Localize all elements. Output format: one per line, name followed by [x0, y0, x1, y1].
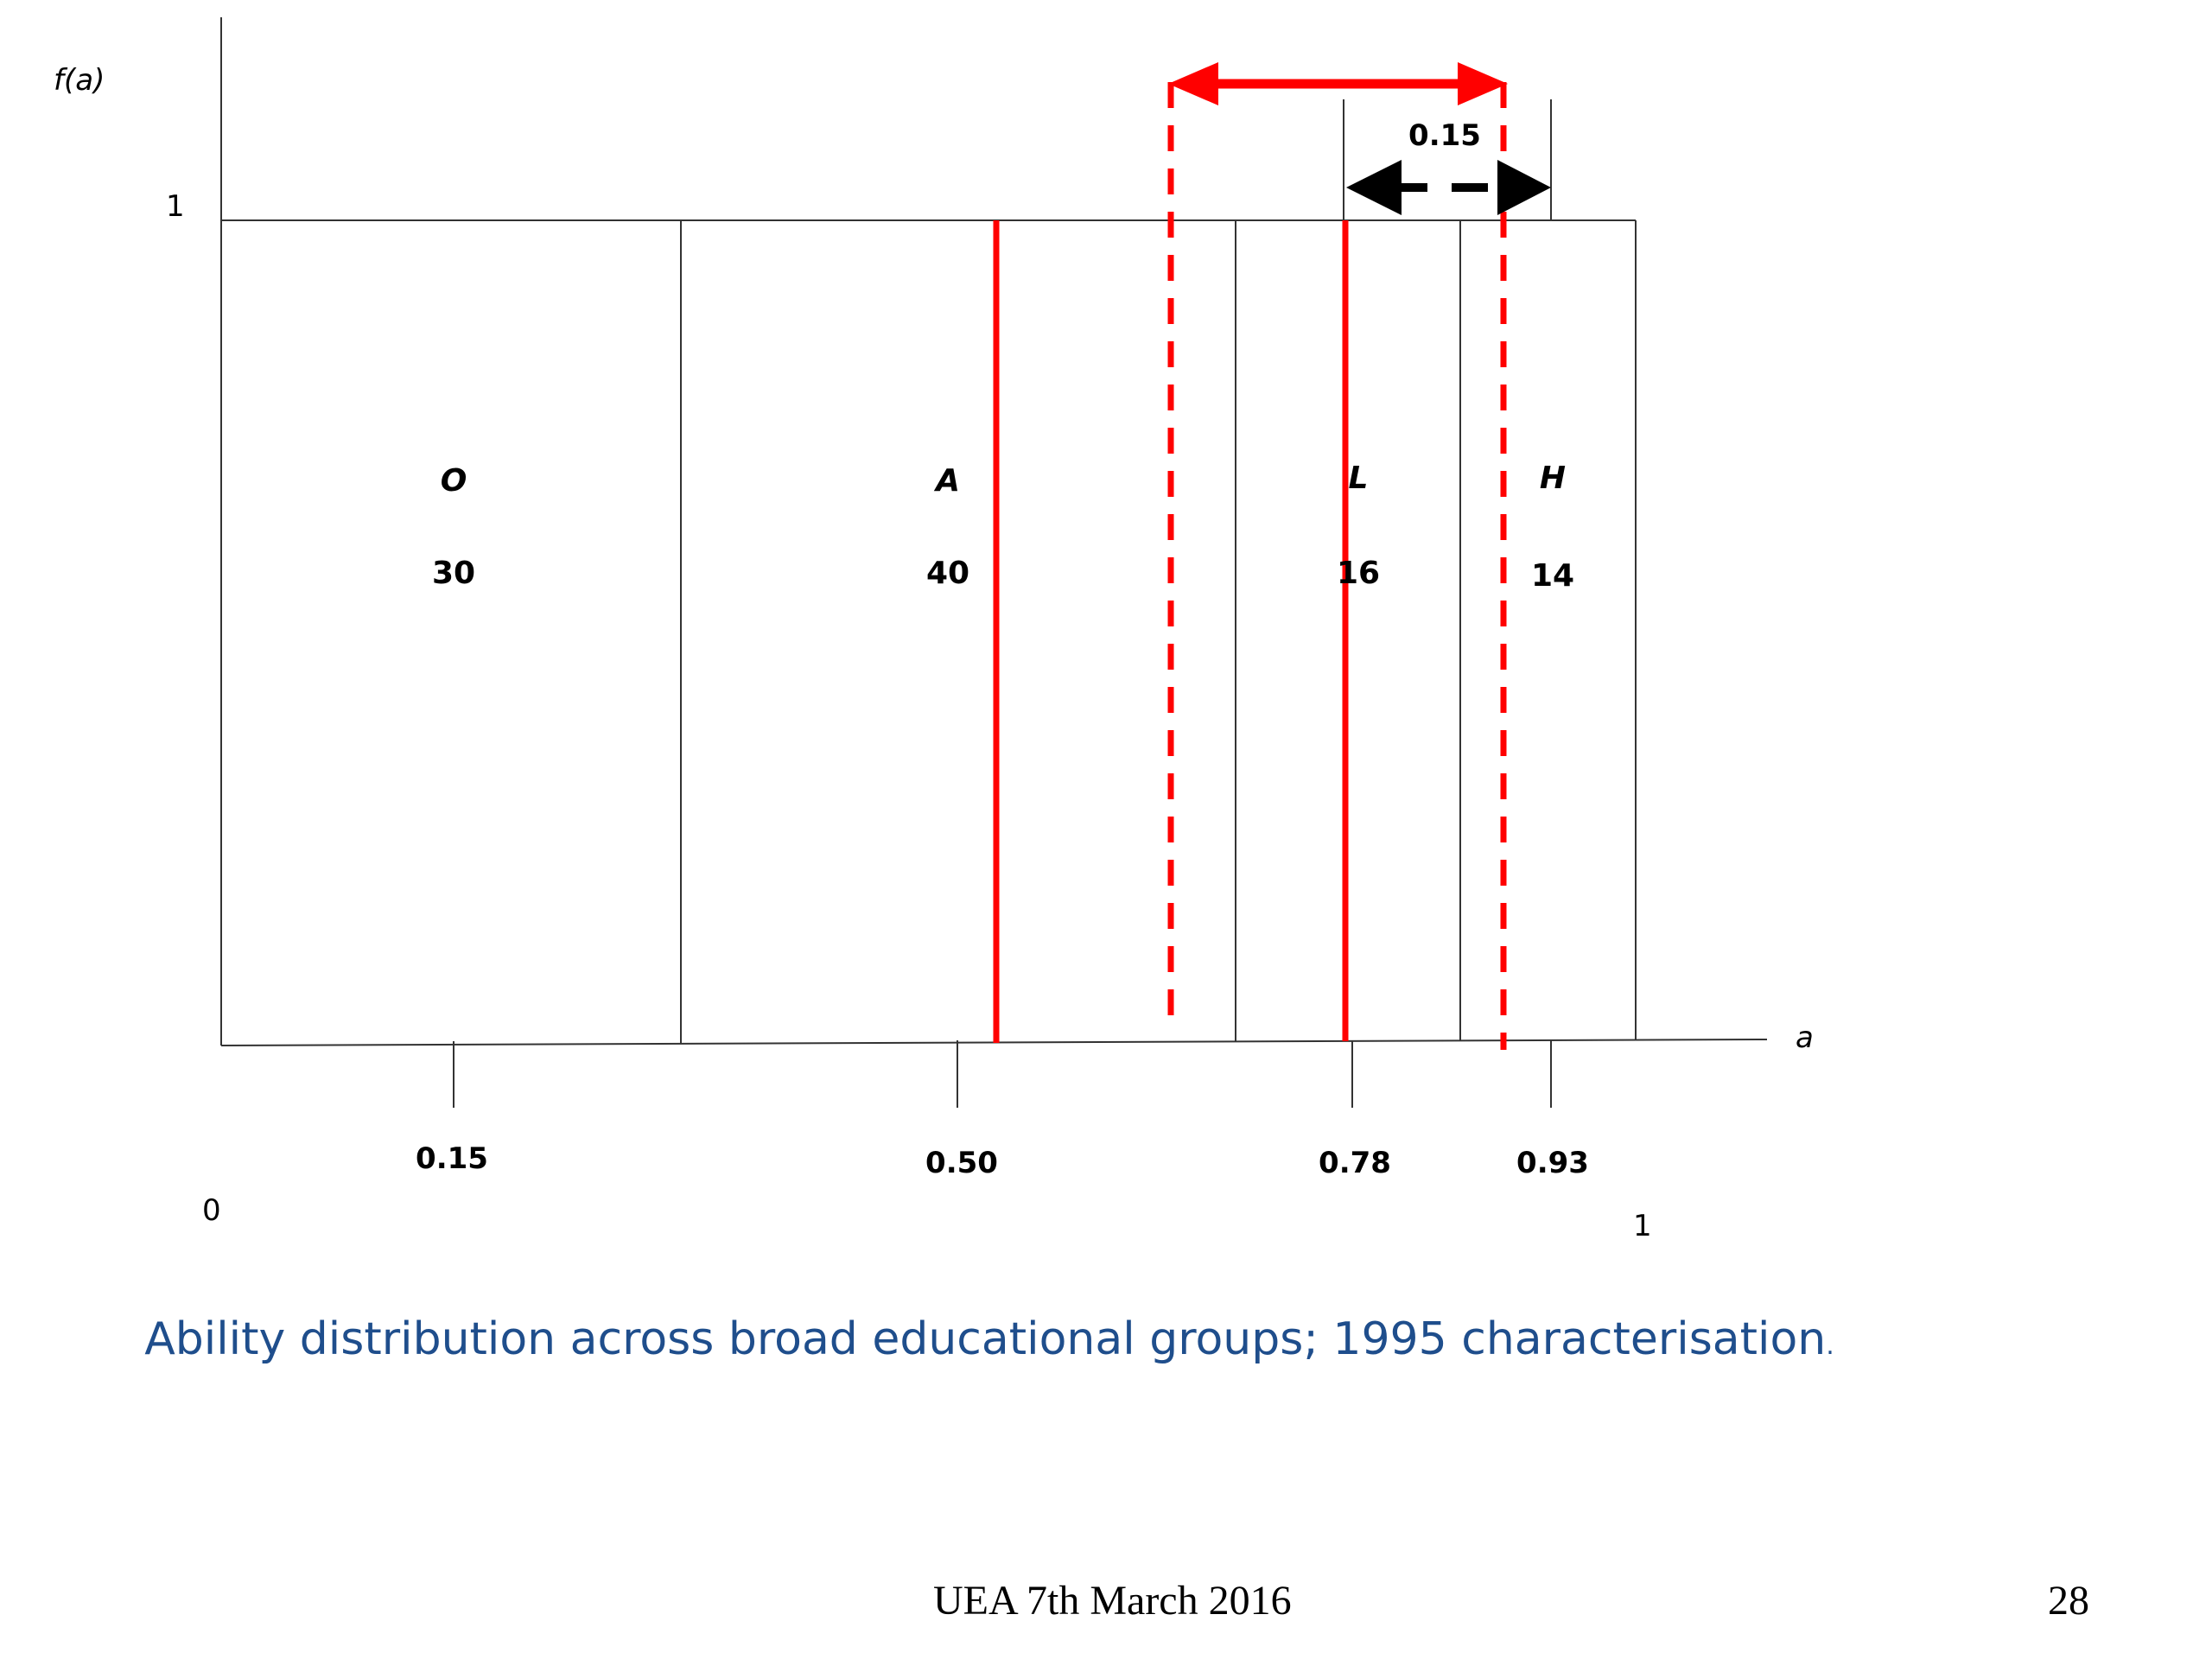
x-tick-label-1: 0.15	[416, 1141, 488, 1176]
group-letter-l: L	[1349, 461, 1369, 496]
footer-event: UEA 7th March 2016	[933, 1578, 1292, 1624]
origin-label: 0	[202, 1193, 221, 1228]
caption-period: .	[1826, 1331, 1834, 1361]
x-axis-label: a	[1796, 1020, 1814, 1055]
group-letter-o: O	[441, 463, 467, 499]
x-end-label: 1	[1633, 1209, 1652, 1243]
x-tick-label-4: 0.93	[1516, 1146, 1589, 1180]
y-tick-label-1: 1	[166, 189, 185, 224]
page-number: 28	[2048, 1578, 2089, 1624]
group-value-a: 40	[926, 556, 969, 591]
caption-text: Ability distribution across broad educat…	[144, 1313, 1827, 1365]
figure-caption: Ability distribution across broad educat…	[0, 1313, 1979, 1365]
group-value-o: 30	[432, 556, 475, 591]
ability-distribution-diagram: f(a) 1 a 0 1 O A L H 30 40 16 14 0.15 0.…	[54, 17, 1814, 1243]
black-shift-arrow	[1346, 160, 1551, 215]
group-letter-h: H	[1540, 461, 1566, 496]
red-double-arrow	[1168, 62, 1508, 105]
y-axis-label: f(a)	[54, 63, 105, 98]
group-value-l: 16	[1337, 556, 1380, 591]
group-value-h: 14	[1531, 558, 1574, 594]
x-tick-label-3: 0.78	[1319, 1146, 1391, 1180]
shift-label: 0.15	[1408, 118, 1481, 153]
x-tick-label-2: 0.50	[925, 1146, 998, 1180]
group-letter-a: A	[933, 463, 960, 499]
